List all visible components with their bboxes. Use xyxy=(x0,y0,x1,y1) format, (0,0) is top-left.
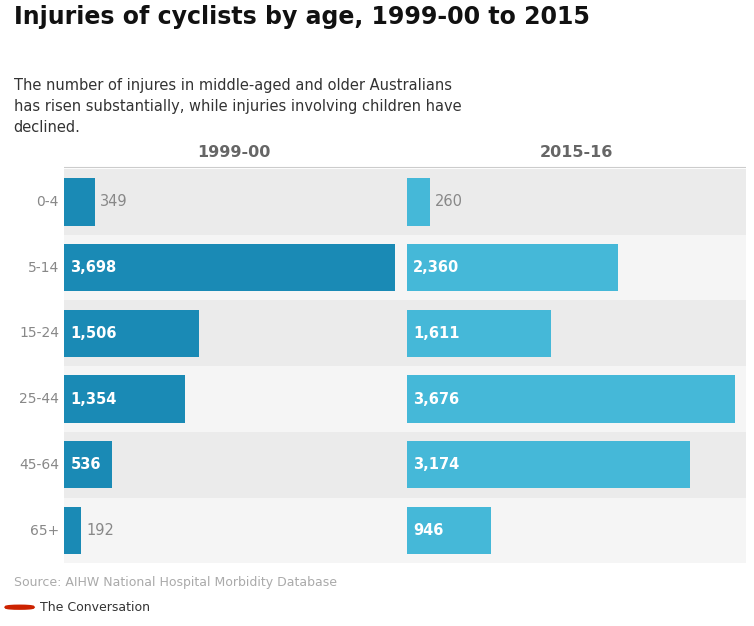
PathPatch shape xyxy=(5,608,23,609)
Text: 1999-00: 1999-00 xyxy=(198,145,271,160)
Text: 45-64: 45-64 xyxy=(19,458,59,472)
Bar xyxy=(406,244,618,291)
Text: 192: 192 xyxy=(86,523,114,538)
Bar xyxy=(64,235,746,300)
Bar xyxy=(64,432,746,498)
Bar xyxy=(64,178,95,225)
Text: 3,676: 3,676 xyxy=(413,392,459,406)
Text: 25-44: 25-44 xyxy=(19,392,59,406)
Text: 5-14: 5-14 xyxy=(28,260,59,275)
Bar xyxy=(406,310,550,357)
Bar xyxy=(64,169,746,235)
Text: 65+: 65+ xyxy=(29,523,59,538)
Text: 1,611: 1,611 xyxy=(413,326,459,341)
Text: 3,174: 3,174 xyxy=(413,458,459,472)
Text: 1,354: 1,354 xyxy=(70,392,117,406)
Bar xyxy=(64,376,185,423)
Text: 536: 536 xyxy=(70,458,101,472)
Text: Injuries of cyclists by age, 1999-00 to 2015: Injuries of cyclists by age, 1999-00 to … xyxy=(14,5,590,29)
Text: 0-4: 0-4 xyxy=(37,195,59,209)
Bar xyxy=(406,178,430,225)
Text: 349: 349 xyxy=(100,195,128,209)
Text: The number of injures in middle-aged and older Australians
has risen substantial: The number of injures in middle-aged and… xyxy=(14,78,461,135)
Text: 15-24: 15-24 xyxy=(19,326,59,341)
Bar xyxy=(406,441,691,488)
Bar xyxy=(64,507,81,554)
Text: The Conversation: The Conversation xyxy=(40,601,150,613)
Text: 1,506: 1,506 xyxy=(70,326,117,341)
Bar xyxy=(64,441,112,488)
Text: 946: 946 xyxy=(413,523,443,538)
Text: 2015-16: 2015-16 xyxy=(540,145,613,160)
Bar xyxy=(64,300,746,366)
Bar xyxy=(64,310,199,357)
Bar xyxy=(64,498,746,563)
Bar xyxy=(406,507,491,554)
Text: Source: AIHW National Hospital Morbidity Database: Source: AIHW National Hospital Morbidity… xyxy=(14,576,336,589)
Bar xyxy=(64,244,395,291)
Text: 2,360: 2,360 xyxy=(413,260,459,275)
Bar xyxy=(64,366,746,432)
Bar xyxy=(406,376,735,423)
Text: 3,698: 3,698 xyxy=(70,260,117,275)
Text: 260: 260 xyxy=(435,195,463,209)
